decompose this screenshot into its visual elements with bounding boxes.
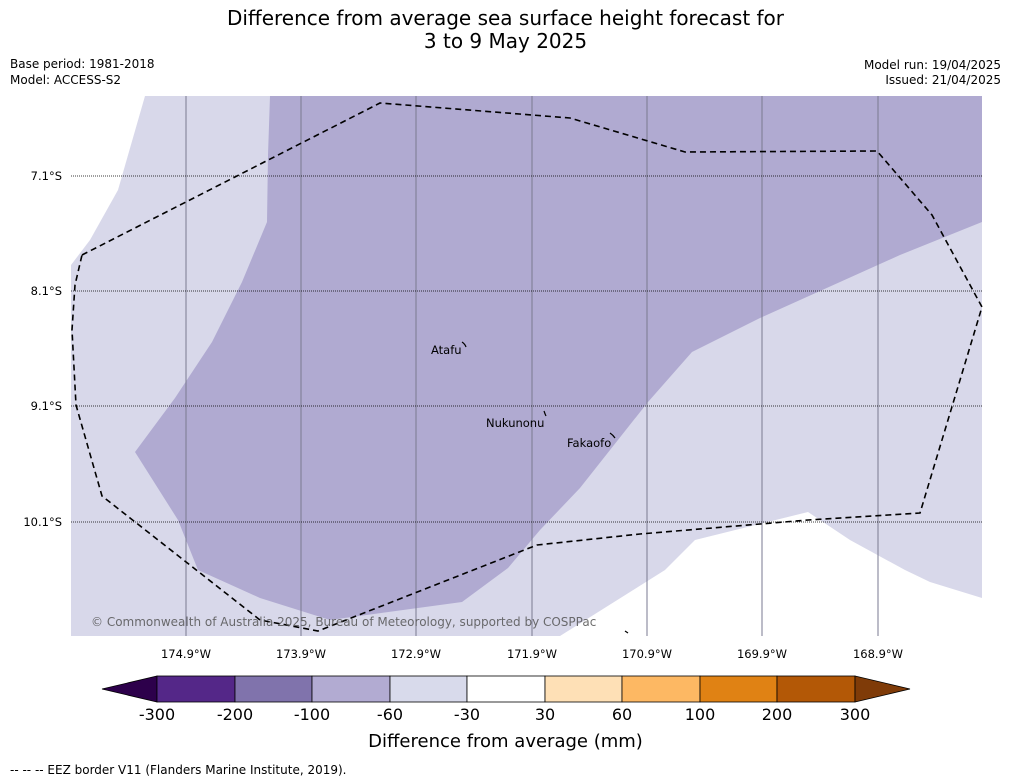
colorbar-extend-high — [854, 675, 911, 703]
colorbar-tick-label: -60 — [376, 705, 404, 724]
lon-label: 174.9°W — [160, 647, 212, 661]
colorbar-segment — [776, 675, 856, 703]
colorbar-segment — [466, 675, 546, 703]
eez-border — [71, 102, 983, 632]
swains-island-mark — [624, 630, 629, 634]
atafu-atoll — [461, 341, 467, 348]
colorbar-segment — [699, 675, 778, 703]
colorbar-label: Difference from average (mm) — [368, 731, 643, 752]
nukunonu-atoll — [543, 410, 547, 417]
colorbar-tick-label: 200 — [761, 705, 793, 724]
colorbar — [101, 675, 911, 703]
colorbar-segment — [389, 675, 468, 703]
lat-label: 9.1°S — [30, 399, 62, 413]
colorbar-segment — [156, 675, 236, 703]
anomaly-medium-region — [135, 96, 982, 620]
atoll-shapes — [461, 341, 629, 634]
anomaly-white-region — [560, 512, 982, 636]
issued-date: Issued: 21/04/2025 — [885, 73, 1001, 87]
lon-label: 173.9°W — [275, 647, 327, 661]
copyright-notice: © Commonwealth of Australia 2025, Bureau… — [91, 615, 597, 629]
anomaly-white-region — [71, 96, 145, 265]
colorbar-extend-low — [101, 675, 158, 703]
chart-title-line1: Difference from average sea surface heig… — [226, 6, 785, 30]
longitude-grid — [185, 96, 879, 636]
lon-label: 168.9°W — [852, 647, 904, 661]
chart-title-line2: 3 to 9 May 2025 — [423, 29, 588, 53]
colorbar-tick-label: 100 — [684, 705, 716, 724]
colorbar-tick-label: 60 — [611, 705, 633, 724]
lat-label: 8.1°S — [30, 284, 62, 298]
place-label-atafu: Atafu — [431, 343, 462, 357]
lon-label: 172.9°W — [390, 647, 442, 661]
colorbar-tick-label: 30 — [534, 705, 556, 724]
model-name: Model: ACCESS-S2 — [10, 73, 122, 87]
place-label-nukunonu: Nukunonu — [486, 416, 545, 430]
colorbar-segment — [544, 675, 623, 703]
colorbar-tick-label: 300 — [839, 705, 871, 724]
colorbar-tick-label: -30 — [453, 705, 481, 724]
fakaofo-atoll — [609, 432, 616, 439]
base-period: Base period: 1981-2018 — [10, 57, 155, 71]
colorbar-segment — [311, 675, 391, 703]
colorbar-tick-label: -300 — [138, 705, 176, 724]
lat-label: 7.1°S — [30, 169, 62, 183]
lon-label: 169.9°W — [736, 647, 788, 661]
place-label-fakaofo: Fakaofo — [567, 436, 612, 450]
colorbar-segment — [234, 675, 313, 703]
colorbar-tick-label: -200 — [216, 705, 254, 724]
model-run: Model run: 19/04/2025 — [863, 58, 1001, 72]
map-area — [71, 96, 982, 636]
colorbar-tick-label: -100 — [293, 705, 331, 724]
lon-label: 170.9°W — [621, 647, 673, 661]
colorbar-segment — [621, 675, 701, 703]
lat-label: 10.1°S — [23, 515, 62, 529]
lon-label: 171.9°W — [506, 647, 558, 661]
eez-legend: -- -- -- EEZ border V11 (Flanders Marine… — [10, 763, 347, 777]
